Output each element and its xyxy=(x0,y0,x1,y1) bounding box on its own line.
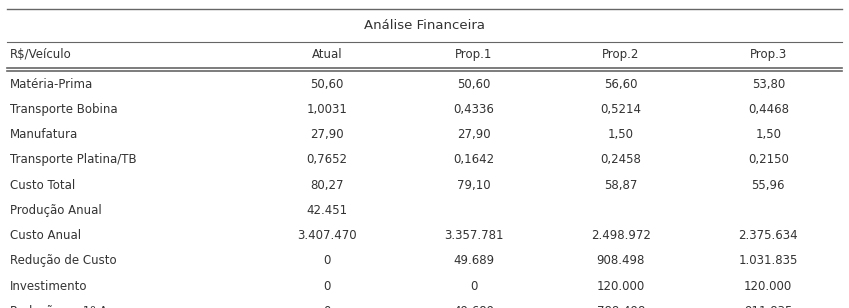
Text: R$/Veículo: R$/Veículo xyxy=(10,48,72,61)
Text: 911.835: 911.835 xyxy=(744,305,792,308)
Text: 0: 0 xyxy=(323,305,330,308)
Text: Prop.1: Prop.1 xyxy=(455,48,492,61)
Text: 0,2150: 0,2150 xyxy=(748,153,789,166)
Text: 2.375.634: 2.375.634 xyxy=(739,229,798,242)
Text: 908.498: 908.498 xyxy=(597,254,645,267)
Text: 80,27: 80,27 xyxy=(310,179,344,192)
Text: Matéria-Prima: Matéria-Prima xyxy=(10,78,93,91)
Text: 0,4336: 0,4336 xyxy=(453,103,494,116)
Text: 1,50: 1,50 xyxy=(608,128,634,141)
Text: 0: 0 xyxy=(323,280,330,293)
Text: 1,50: 1,50 xyxy=(756,128,781,141)
Text: Prop.3: Prop.3 xyxy=(750,48,787,61)
Text: 1,0031: 1,0031 xyxy=(306,103,347,116)
Text: 55,96: 55,96 xyxy=(751,179,785,192)
Text: 0: 0 xyxy=(470,280,477,293)
Text: 27,90: 27,90 xyxy=(457,128,491,141)
Text: Produção Anual: Produção Anual xyxy=(10,204,102,217)
Text: 0,2458: 0,2458 xyxy=(600,153,641,166)
Text: Transporte Bobina: Transporte Bobina xyxy=(10,103,118,116)
Text: 0,1642: 0,1642 xyxy=(453,153,494,166)
Text: Redução no 1º Ano: Redução no 1º Ano xyxy=(10,305,122,308)
Text: Transporte Platina/TB: Transporte Platina/TB xyxy=(10,153,137,166)
Text: Prop.2: Prop.2 xyxy=(602,48,639,61)
Text: 0,5214: 0,5214 xyxy=(600,103,641,116)
Text: 42.451: 42.451 xyxy=(306,204,347,217)
Text: 3.357.781: 3.357.781 xyxy=(444,229,503,242)
Text: 1.031.835: 1.031.835 xyxy=(739,254,798,267)
Text: 53,80: 53,80 xyxy=(751,78,784,91)
Text: Atual: Atual xyxy=(312,48,342,61)
Text: Custo Anual: Custo Anual xyxy=(10,229,82,242)
Text: Custo Total: Custo Total xyxy=(10,179,76,192)
Text: 58,87: 58,87 xyxy=(604,179,638,192)
Text: Análise Financeira: Análise Financeira xyxy=(364,19,485,32)
Text: 50,60: 50,60 xyxy=(310,78,344,91)
Text: 788.498: 788.498 xyxy=(597,305,645,308)
Text: 27,90: 27,90 xyxy=(310,128,344,141)
Text: 0,4468: 0,4468 xyxy=(748,103,789,116)
Text: 50,60: 50,60 xyxy=(457,78,491,91)
Text: 120.000: 120.000 xyxy=(745,280,792,293)
Text: Redução de Custo: Redução de Custo xyxy=(10,254,117,267)
Text: 0: 0 xyxy=(323,254,330,267)
Text: 79,10: 79,10 xyxy=(457,179,491,192)
Text: 49.689: 49.689 xyxy=(453,254,494,267)
Text: Manufatura: Manufatura xyxy=(10,128,78,141)
Text: 49.689: 49.689 xyxy=(453,305,494,308)
Text: 3.407.470: 3.407.470 xyxy=(297,229,357,242)
Text: 120.000: 120.000 xyxy=(597,280,645,293)
Text: 2.498.972: 2.498.972 xyxy=(591,229,651,242)
Text: 56,60: 56,60 xyxy=(604,78,638,91)
Text: Investimento: Investimento xyxy=(10,280,87,293)
Text: 0,7652: 0,7652 xyxy=(306,153,347,166)
